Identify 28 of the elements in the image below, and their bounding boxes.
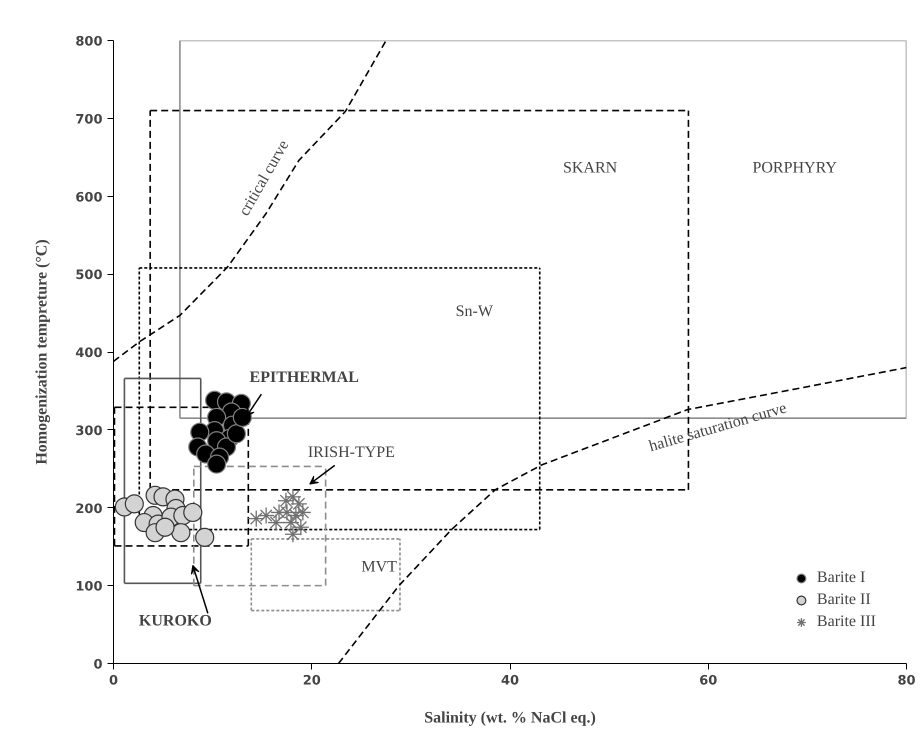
y-tick-label: 400 [75,346,103,361]
legend-label: Barite III [816,613,876,631]
annotation: KUROKO [138,612,212,630]
annotation: PORPHYRY [752,160,838,177]
annotation: SKARN [562,160,618,177]
y-tick-label: 700 [75,112,103,128]
y-tick-label: 500 [75,268,103,284]
y-axis-title: Homogenization tempreture (°C) [33,239,50,465]
y-tick-label: 300 [75,424,103,439]
legend-label: Barite II [816,591,871,609]
y-tick-label: 600 [75,190,103,206]
x-tick-label: 80 [897,674,916,688]
x-tick-label: 0 [108,674,118,688]
y-tick-label: 100 [75,580,103,595]
x-tick-label: 60 [699,674,718,688]
x-tick-label: 20 [302,674,321,688]
annotation: IRISH-TYPE [308,444,395,461]
annotation: Sn-W [456,303,494,320]
y-tick-label: 0 [93,658,102,672]
annotation: halite saturation curve [647,400,788,456]
y-tick-label: 800 [75,34,103,50]
annotation: MVT [361,558,398,576]
x-axis-title: Salinity (wt. % NaCl eq.) [424,710,596,726]
y-tick-label: 200 [75,502,103,517]
legend-label: Barite I [816,569,866,587]
x-tick-label: 40 [500,674,520,688]
annotation: critical curve [236,138,292,219]
annotation: EPITHERMAL [250,368,359,386]
